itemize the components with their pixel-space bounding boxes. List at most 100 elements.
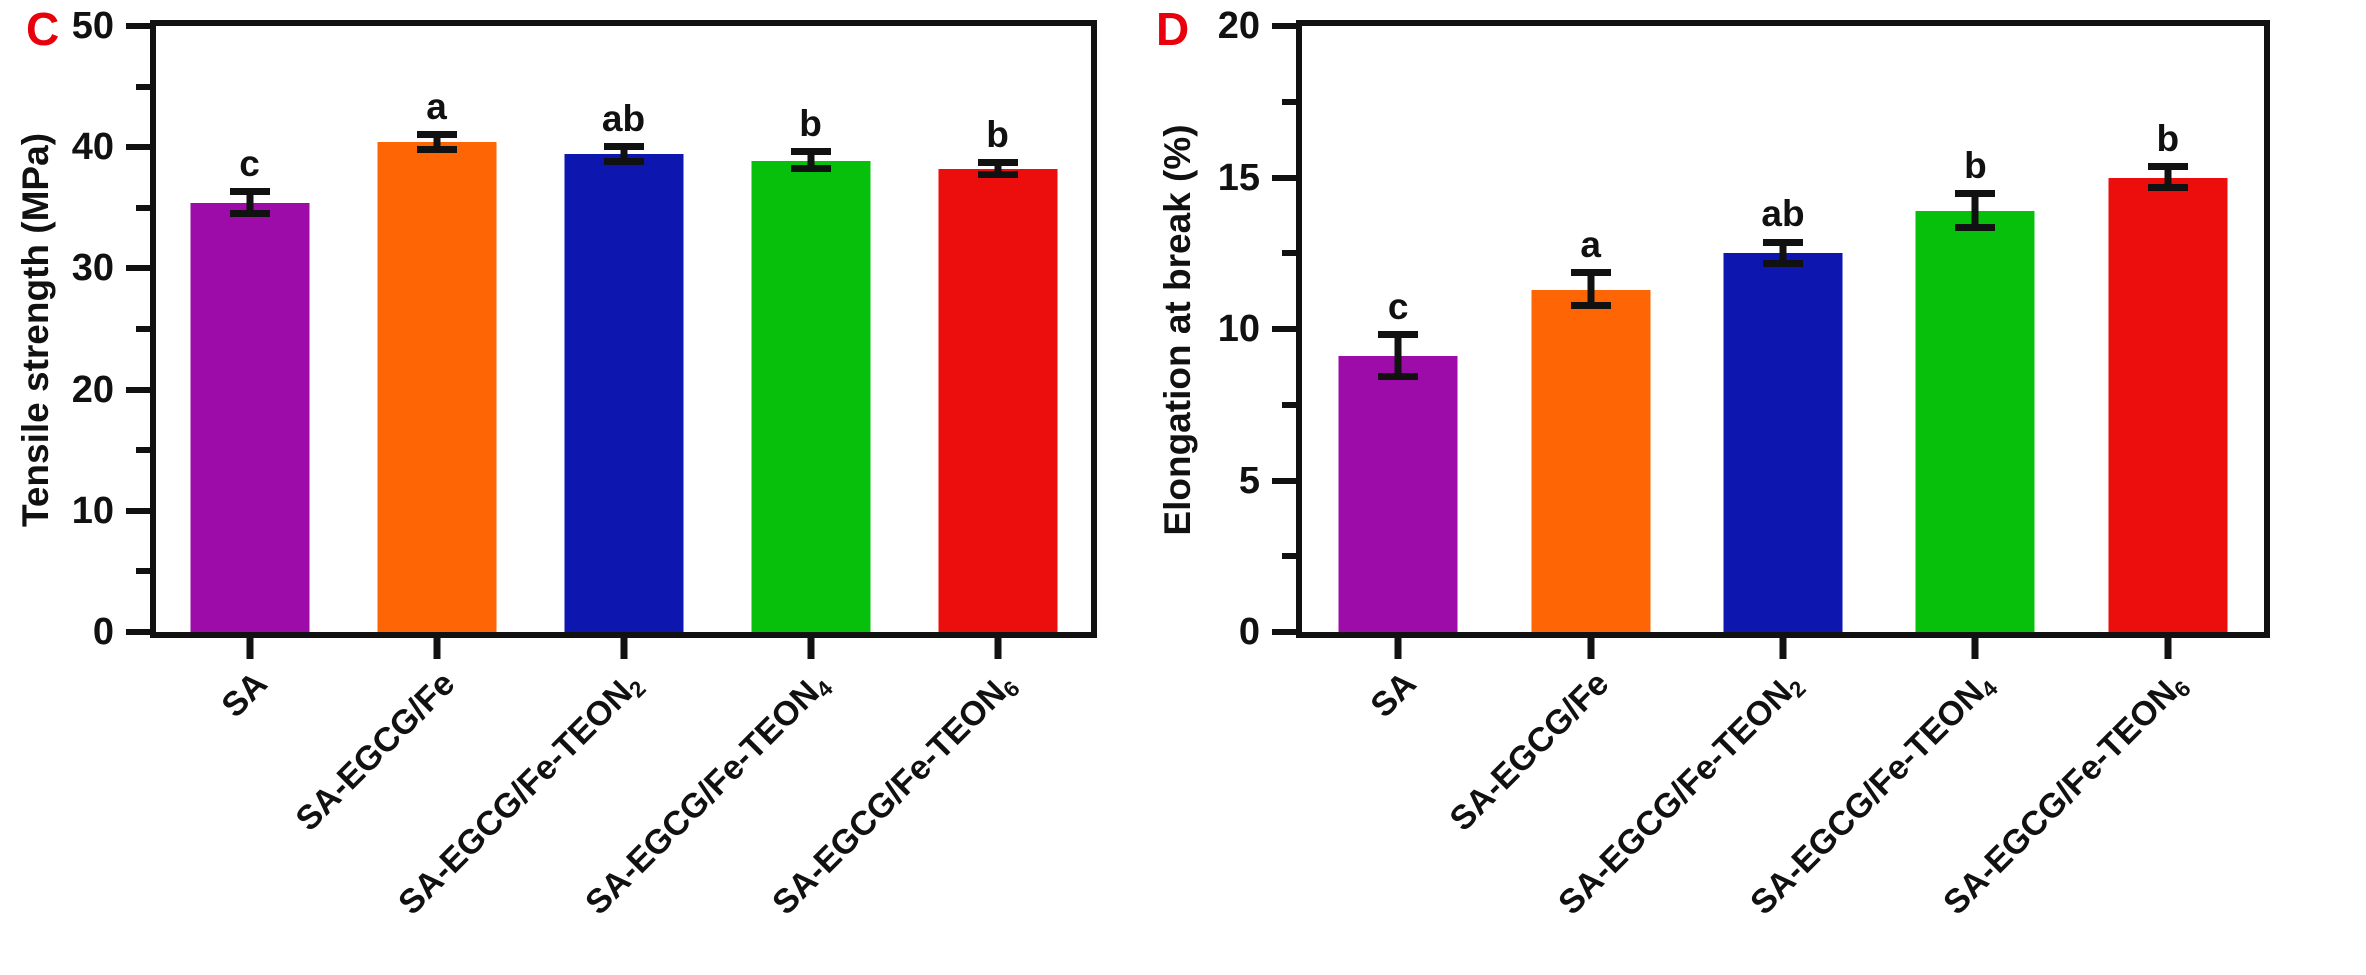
- error-bar: [433, 135, 440, 150]
- bar-slot: c SA: [156, 26, 343, 725]
- y-minor-tick: [136, 326, 150, 332]
- y-major-tick: [1272, 174, 1296, 181]
- bar: [1531, 289, 1651, 632]
- bar-slot: b SA-EGCG/Fe-TEON4: [1743, 26, 2071, 922]
- error-bar: [994, 162, 1001, 176]
- error-cap-top: [416, 131, 457, 139]
- error-cap-top: [1378, 331, 1419, 339]
- x-tick-label: SA: [1363, 664, 1424, 725]
- bar: [1723, 253, 1843, 632]
- y-minor-tick: [1282, 250, 1296, 257]
- bar: [751, 160, 870, 632]
- x-tick: [1779, 632, 1787, 659]
- error-cap-top: [1955, 190, 1996, 198]
- error-cap-top: [2147, 162, 2188, 170]
- x-tick: [1587, 632, 1595, 659]
- y-minor-tick: [1282, 553, 1296, 560]
- bar-slot: a SA-EGCG/Fe: [288, 26, 530, 838]
- y-minor-tick: [1282, 98, 1296, 105]
- significance-letter: c: [1387, 285, 1409, 327]
- x-tick-label: SA-EGCG/Fe: [288, 664, 462, 839]
- bar-slots: c SA a SA-EGCG/Fe ab SA-EGCG/Fe-TEON2 b SA-EGCG…: [156, 26, 1091, 922]
- significance-letter: b: [799, 102, 822, 144]
- error-cap-bottom: [1378, 373, 1419, 381]
- x-tick: [433, 632, 440, 659]
- error-bar: [620, 147, 627, 162]
- error-cap-bottom: [416, 145, 457, 153]
- significance-letter: ab: [1761, 193, 1805, 235]
- y-major-tick: [126, 144, 150, 151]
- y-tick-label: 10: [1217, 308, 1260, 350]
- error-cap-bottom: [229, 209, 270, 217]
- error-bar: [1779, 242, 1787, 264]
- y-axis-title-tensile: Tensile strength (MPa): [15, 132, 56, 528]
- y-tick-label: 20: [1217, 5, 1260, 47]
- y-tick-label: 50: [71, 5, 114, 47]
- x-tick: [1971, 632, 1979, 659]
- significance-letter: b: [2156, 117, 2180, 159]
- bar: [377, 142, 496, 632]
- bar: [564, 154, 683, 632]
- y-tick-label: 20: [71, 368, 114, 411]
- y-tick-label: 10: [71, 489, 114, 532]
- error-cap-top: [977, 158, 1018, 166]
- bar-slot: ab SA-EGCG/Fe-TEON2: [1551, 26, 1879, 922]
- x-tick: [994, 632, 1001, 659]
- y-major-tick: [1272, 23, 1296, 29]
- x-tick-label: SA-EGCG/Fe: [1442, 664, 1617, 839]
- bar-slot: a SA-EGCG/Fe: [1442, 26, 1686, 838]
- bar: [190, 202, 309, 632]
- bar-slot: c SA: [1302, 26, 1494, 725]
- y-minor-tick: [136, 204, 150, 211]
- y-axis-title-elongation: Elongation at break (%): [1157, 124, 1198, 536]
- bar-slot: ab SA-EGCG/Fe-TEON2: [391, 26, 717, 922]
- y-major-tick: [1272, 477, 1296, 484]
- significance-letter: ab: [601, 97, 646, 139]
- significance-letter: a: [1580, 223, 1601, 265]
- error-bar: [1971, 194, 1979, 228]
- y-tick-label: 0: [1238, 611, 1260, 653]
- error-cap-top: [1763, 238, 1804, 246]
- bar: [938, 169, 1057, 632]
- x-tick: [246, 632, 253, 659]
- y-major-tick: [126, 507, 150, 514]
- error-cap-bottom: [2147, 184, 2188, 192]
- significance-letter: b: [1964, 144, 1987, 186]
- y-tick-label: 30: [71, 247, 114, 290]
- y-tick-label: 5: [1238, 459, 1260, 502]
- panel-letter-d: D: [1156, 3, 1190, 55]
- y-major-tick: [126, 386, 150, 393]
- error-bar: [807, 152, 814, 170]
- bar-slots: c SA a SA-EGCG/Fe ab SA-EGCG/Fe-TEON2 b SA-EGCG…: [1302, 26, 2264, 922]
- error-bar: [1394, 335, 1402, 378]
- bar: [1338, 356, 1458, 632]
- error-cap-top: [603, 143, 644, 151]
- bar: [1915, 210, 2035, 632]
- y-tick-label: 40: [71, 126, 114, 169]
- error-bar: [1587, 272, 1595, 307]
- y-minor-tick: [136, 568, 150, 575]
- x-tick: [1394, 632, 1402, 659]
- significance-letter: a: [426, 85, 447, 127]
- elongation-chart: 0 5 10 15 20 c SA a SA-EGCG/Fe ab SA-EGCG/Fe-TEON2…: [1218, 7, 2270, 922]
- y-minor-tick: [136, 83, 150, 90]
- error-bar: [2164, 166, 2172, 189]
- y-major-tick: [126, 265, 150, 272]
- error-bar: [246, 192, 253, 214]
- panel-letter-c: C: [26, 3, 60, 55]
- error-cap-bottom: [790, 165, 831, 173]
- error-cap-bottom: [1763, 259, 1804, 267]
- y-minor-tick: [136, 447, 150, 454]
- error-cap-bottom: [1570, 302, 1611, 310]
- bar-slot: b SA-EGCG/Fe-TEON4: [578, 26, 904, 922]
- y-major-tick: [126, 23, 150, 29]
- y-major-tick: [1272, 326, 1296, 332]
- error-cap-bottom: [977, 171, 1018, 179]
- significance-letter: c: [239, 142, 260, 184]
- significance-letter: b: [986, 113, 1009, 155]
- tensile-strength-chart: 0 10 20 30 40 50 c SA a SA-EGCG/Fe ab SA-EGCG/Fe-TE…: [72, 7, 1097, 922]
- y-major-tick: [1272, 629, 1296, 635]
- error-cap-top: [790, 148, 831, 156]
- x-tick-label: SA: [214, 664, 275, 725]
